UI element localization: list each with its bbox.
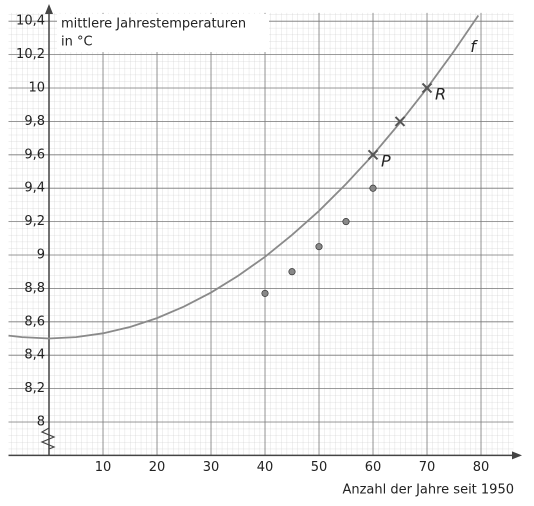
y-tick-label: 8,6 xyxy=(24,314,45,329)
x-tick-label: 10 xyxy=(95,460,112,475)
axis-break xyxy=(40,427,56,450)
y-axis-label: mittlere Jahrestemperaturen xyxy=(61,17,246,32)
y-tick-label: 10 xyxy=(28,81,45,96)
minor-grid xyxy=(8,12,514,456)
x-tick-label: 30 xyxy=(203,460,220,475)
data-point xyxy=(342,218,350,226)
cross-point xyxy=(421,82,433,94)
y-tick-label: 8,4 xyxy=(24,348,45,363)
x-tick-label: 80 xyxy=(473,460,490,475)
y-label-bg xyxy=(57,14,269,52)
y-arrow xyxy=(45,4,53,14)
data-point xyxy=(288,268,296,276)
y-tick-label: 9,8 xyxy=(24,114,45,129)
curve-label: f xyxy=(470,37,478,56)
x-tick-label: 50 xyxy=(311,460,328,475)
y-tick-label: 8 xyxy=(37,415,45,430)
x-tick-label: 40 xyxy=(257,460,274,475)
data-point xyxy=(315,243,323,251)
x-tick-label: 60 xyxy=(365,460,382,475)
y-tick-label: 9,4 xyxy=(24,181,45,196)
y-axis-unit: in °C xyxy=(61,35,93,50)
y-tick-label: 8,8 xyxy=(24,281,45,296)
x-axis-label: Anzahl der Jahre seit 1950 xyxy=(342,483,514,498)
y-tick-label: 10,4 xyxy=(16,14,45,29)
y-tick-label: 9 xyxy=(37,248,45,263)
y-tick-label: 9,2 xyxy=(24,214,45,229)
data-point xyxy=(261,289,269,297)
y-tick-label: 9,6 xyxy=(24,147,45,162)
data-point xyxy=(369,184,377,192)
point-label: P xyxy=(381,151,391,170)
y-tick-label: 10,2 xyxy=(16,47,45,62)
y-tick-label: 8,2 xyxy=(24,381,45,396)
x-arrow xyxy=(512,451,522,460)
x-tick-label: 20 xyxy=(149,460,166,475)
x-tick-label: 70 xyxy=(419,460,436,475)
plot: 10 20 30 40 50 60 70 80 8 8,2 8,4 8,6 8,8 9 9,2 9,4 9,6 9… xyxy=(8,4,522,498)
cross-point xyxy=(394,116,406,127)
point-label: R xyxy=(435,85,446,104)
cross-point xyxy=(367,149,379,161)
